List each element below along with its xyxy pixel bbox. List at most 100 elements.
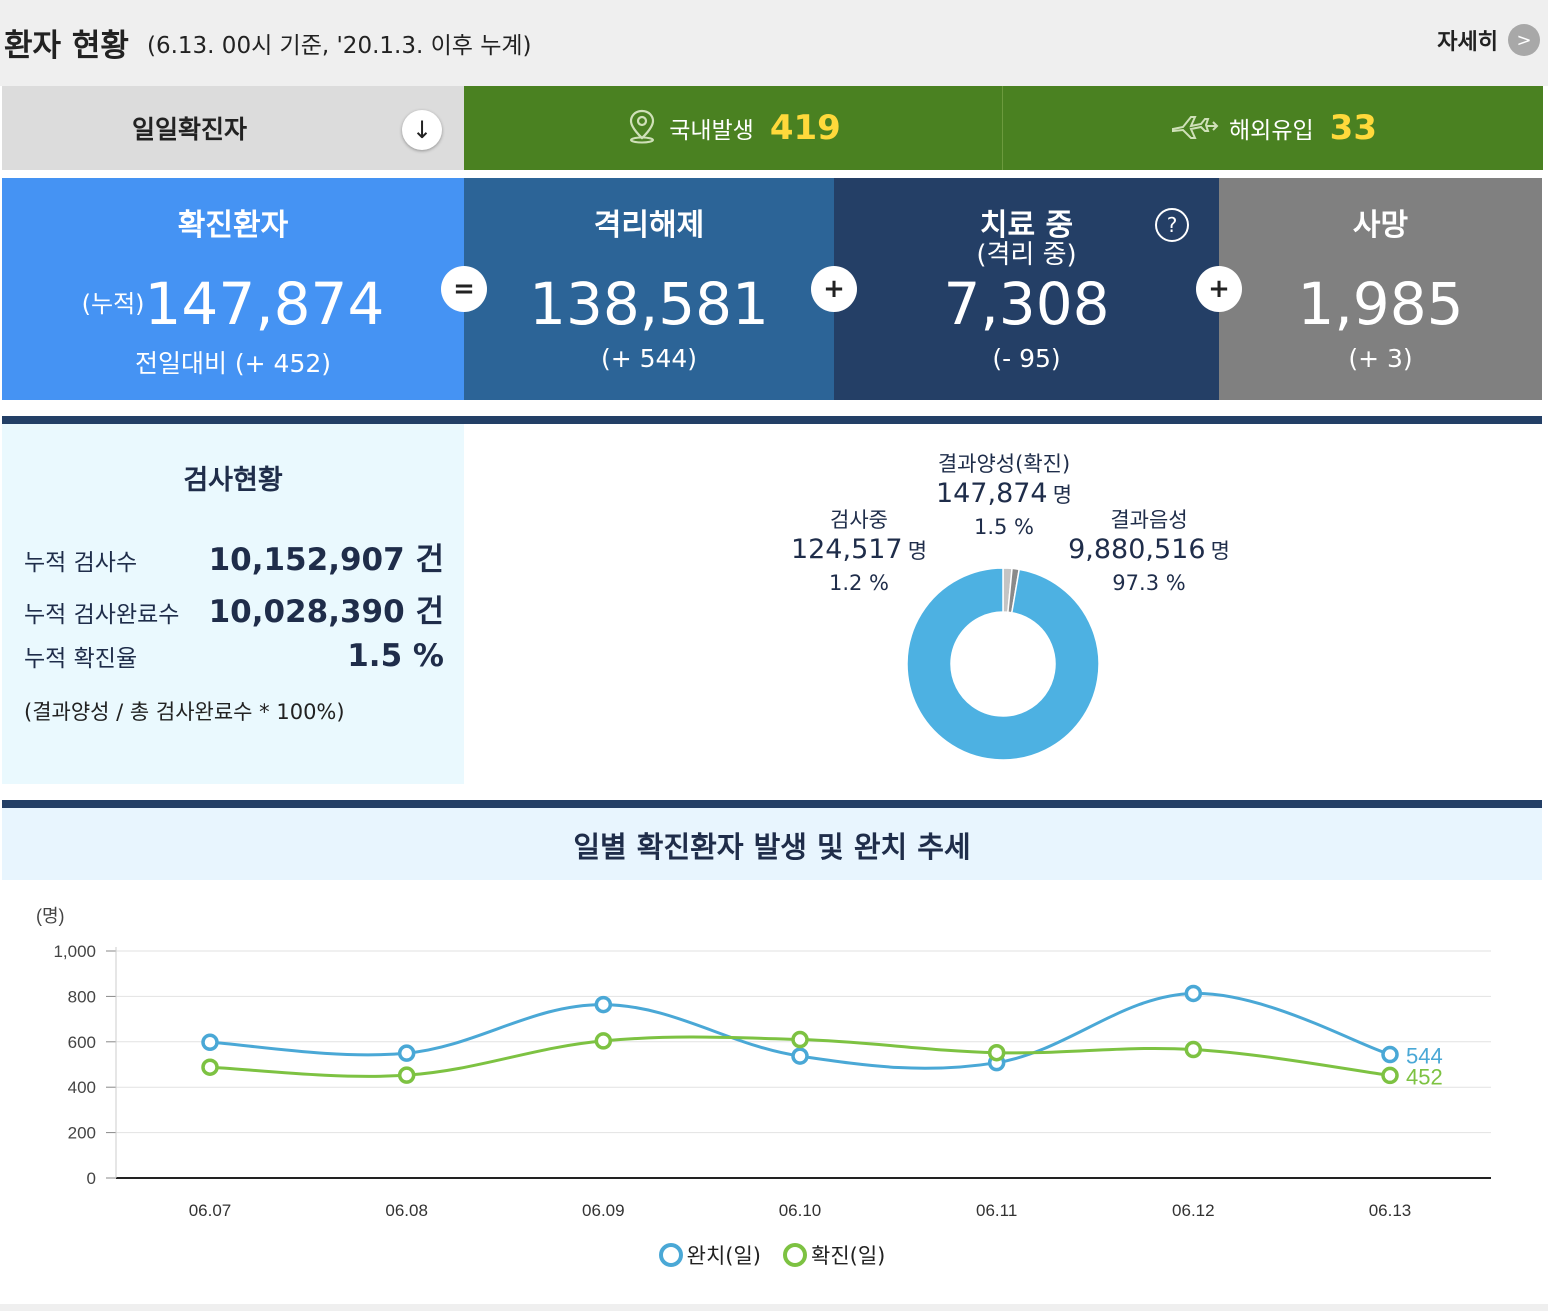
overseas-label: 해외유입 — [1229, 118, 1314, 144]
x-tick-label: 06.09 — [582, 1201, 625, 1220]
treatment-value: 7,308 — [943, 270, 1110, 338]
released-value: 138,581 — [529, 270, 769, 338]
test-row-value: 1.5 % — [347, 638, 444, 674]
help-icon[interactable]: ? — [1155, 208, 1189, 242]
legend-label: 완치(일) — [686, 1244, 761, 1268]
test-row: 누적 확진율 1.5 % — [24, 638, 444, 674]
trend-title: 일별 확진환자 발생 및 완치 추세 — [573, 830, 971, 864]
data-point[interactable] — [791, 1047, 809, 1065]
legend-item-confirmed[interactable]: 확진(일) — [783, 1240, 885, 1270]
test-row-value: 10,152,907 건 — [208, 542, 444, 578]
data-point[interactable] — [201, 1033, 219, 1052]
data-point[interactable] — [791, 1030, 809, 1049]
trend-chart-panel: (명) 0 200 400 600 800 1,000 06.07 06.08 06.09 06.1… — [2, 880, 1542, 1304]
x-tick-label: 06.10 — [779, 1201, 822, 1220]
death-change: (+ 3) — [1348, 344, 1413, 373]
detail-label[interactable]: 자세히 — [1437, 30, 1498, 55]
confirmed-title: 확진환자 — [177, 208, 289, 243]
donut-label-name: 검사중 — [830, 508, 888, 532]
donut-label-pct: 97.3 % — [1112, 571, 1186, 595]
data-point[interactable] — [397, 1044, 416, 1062]
test-title: 검사현황 — [183, 465, 283, 496]
detail-link[interactable]: 자세히 > — [1437, 22, 1540, 58]
test-row-label: 누적 확진율 — [24, 646, 138, 672]
test-note: (결과양성 / 총 검사완료수 * 100%) — [24, 700, 345, 724]
equals-icon: = — [441, 266, 487, 312]
y-tick-label: 600 — [68, 1033, 96, 1052]
domestic-value: 419 — [769, 108, 841, 148]
end-value-label: 452 — [1406, 1064, 1443, 1089]
plus-icon: + — [1196, 266, 1242, 312]
treatment-subtitle: (격리 중) — [976, 240, 1077, 270]
daily-overseas: 해외유입 33 — [1002, 86, 1543, 170]
legend-label: 확진(일) — [811, 1244, 886, 1268]
confirmed-value: 147,874 — [144, 270, 385, 338]
data-point[interactable] — [1381, 1045, 1399, 1064]
daily-label: 일일확진자 — [132, 115, 248, 144]
daily-confirmed-row: 일일확진자 ↓ 국내발생 419 해외유입 33 — [2, 86, 1543, 170]
test-row: 누적 검사수 10,152,907 건 — [24, 534, 444, 579]
stat-released: 격리해제 138,581 (+ 544) — [464, 178, 834, 400]
data-point[interactable] — [987, 1043, 1006, 1062]
death-title: 사망 — [1352, 208, 1409, 243]
donut-label-negative: 결과음성 9,880,516 명 97.3 % — [1049, 504, 1249, 595]
trend-header: 일별 확진환자 발생 및 완치 추세 — [2, 808, 1542, 880]
donut-label-name: 결과양성(확진) — [937, 452, 1071, 476]
data-point[interactable] — [1184, 984, 1203, 1003]
data-point[interactable] — [594, 1032, 613, 1050]
donut-label-unit: 명 — [1210, 539, 1230, 563]
data-point[interactable] — [1381, 1066, 1399, 1085]
data-point[interactable] — [594, 995, 613, 1014]
donut-label-unit: 명 — [1052, 483, 1073, 507]
stat-confirmed: 확진환자 (누적)147,874 전일대비 (+ 452) — [2, 178, 464, 400]
chart-legend: 완치(일) 확진(일) — [2, 1240, 1542, 1270]
treatment-title: 치료 중 — [979, 208, 1074, 243]
footer-bar — [0, 1304, 1548, 1311]
end-value-label: 544 — [1406, 1044, 1443, 1069]
test-row-value: 10,028,390 건 — [208, 594, 444, 630]
donut-chart — [906, 567, 1100, 761]
y-tick-label: 400 — [68, 1078, 96, 1097]
map-pin-icon — [625, 108, 659, 148]
test-row-label: 누적 검사수 — [24, 550, 138, 576]
stat-treatment: 치료 중 (격리 중) ? 7,308 (- 95) — [834, 178, 1219, 400]
stats-panel: 확진환자 (누적)147,874 전일대비 (+ 452) 격리해제 138,5… — [2, 178, 1542, 400]
y-axis-label: (명) — [36, 906, 65, 926]
legend-marker-icon — [658, 1243, 683, 1267]
y-tick-label: 800 — [68, 987, 96, 1006]
legend-item-recovered[interactable]: 완치(일) — [658, 1240, 761, 1270]
daily-domestic: 국내발생 419 — [464, 86, 1002, 170]
x-tick-label: 06.11 — [976, 1201, 1017, 1220]
test-status-panel: 검사현황 누적 검사수 10,152,907 건 누적 검사완료수 10,028… — [2, 424, 464, 784]
x-tick-label: 06.08 — [385, 1201, 428, 1220]
donut-label-pct: 1.5 % — [973, 515, 1035, 539]
airplane-icon — [1169, 109, 1219, 147]
data-point[interactable] — [1184, 1040, 1203, 1059]
section-divider — [2, 416, 1542, 424]
domestic-label: 국내발생 — [669, 118, 754, 144]
x-tick-label: 06.12 — [1172, 1201, 1215, 1220]
released-change: (+ 544) — [600, 344, 698, 373]
donut-label-count: 147,874 — [935, 478, 1048, 509]
chevron-right-icon[interactable]: > — [1508, 24, 1540, 56]
page-title: 환자 현황 — [4, 28, 129, 64]
donut-slice — [906, 567, 1100, 761]
x-tick-label: 06.13 — [1369, 1201, 1412, 1220]
data-point[interactable] — [201, 1058, 219, 1076]
donut-label-count: 124,517 — [790, 534, 903, 565]
overseas-value: 33 — [1329, 108, 1377, 148]
death-value: 1,985 — [1297, 270, 1464, 338]
daily-label-box[interactable]: 일일확진자 ↓ — [2, 86, 464, 170]
confirmed-change: 전일대비 (+ 452) — [134, 349, 332, 378]
test-donut-panel: 결과양성(확진) 147,874 명 1.5 % 검사중 124,517 명 1… — [464, 424, 1542, 784]
header-bar: 환자 현황 (6.13. 00시 기준, '20.1.3. 이후 누계) 자세히… — [0, 0, 1548, 86]
section-divider — [2, 800, 1542, 808]
confirmed-value-row: (누적)147,874 — [2, 270, 464, 338]
donut-label-pct: 1.2 % — [828, 571, 890, 595]
donut-label-count: 9,880,516 — [1068, 534, 1206, 565]
y-tick-label: 1,000 — [53, 942, 96, 961]
arrow-down-icon[interactable]: ↓ — [402, 110, 442, 150]
data-point[interactable] — [397, 1066, 416, 1084]
trend-line-chart: (명) 0 200 400 600 800 1,000 06.07 06.08 06.09 06.1… — [36, 906, 1491, 1220]
donut-label-positive: 결과양성(확진) 147,874 명 1.5 % — [904, 448, 1104, 539]
